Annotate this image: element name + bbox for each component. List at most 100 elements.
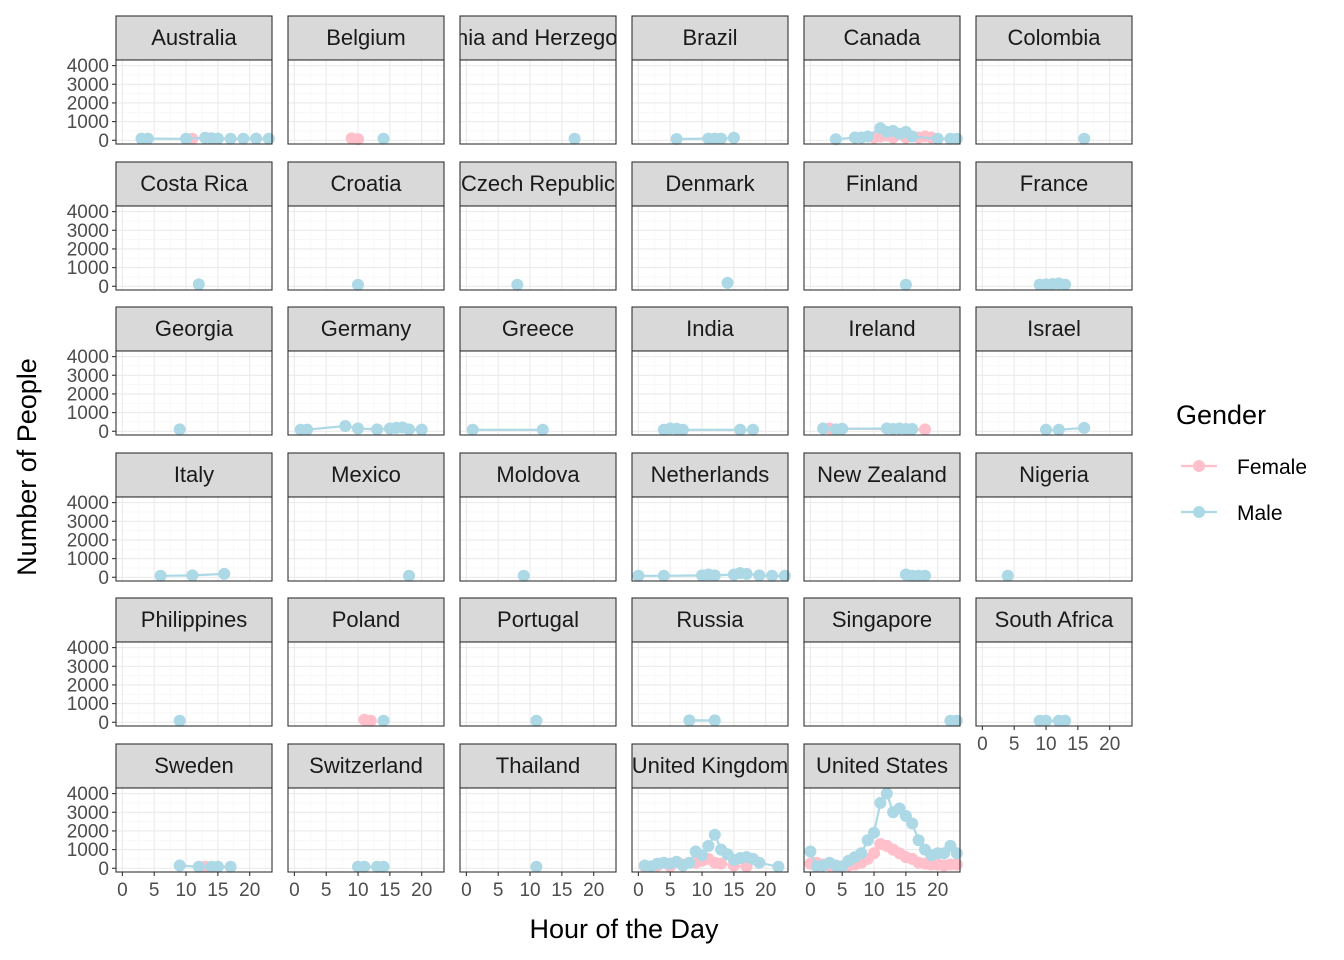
data-point bbox=[906, 817, 919, 830]
strip-label: Canada bbox=[843, 25, 921, 50]
strip-label: United Kingdom bbox=[632, 753, 789, 778]
x-tick-label: 20 bbox=[411, 880, 432, 901]
strip-label: Belgium bbox=[326, 25, 405, 50]
strip-label: Moldova bbox=[496, 462, 580, 487]
strip-background bbox=[975, 15, 1133, 61]
panel-border bbox=[115, 350, 273, 436]
strip-label: Australia bbox=[151, 25, 237, 50]
data-point bbox=[708, 569, 721, 582]
strip-background bbox=[631, 597, 789, 643]
data-point bbox=[511, 278, 524, 291]
data-point bbox=[721, 276, 734, 289]
strip-label: India bbox=[686, 316, 734, 341]
panel-border bbox=[287, 787, 445, 873]
y-tick-label: 1000 bbox=[67, 403, 109, 424]
panel-background bbox=[976, 60, 1132, 144]
strip-label: Switzerland bbox=[309, 753, 423, 778]
data-point bbox=[211, 860, 224, 873]
panel-grid bbox=[288, 60, 444, 144]
strip-background bbox=[975, 306, 1133, 352]
data-point bbox=[906, 130, 919, 143]
strip-background bbox=[631, 743, 789, 789]
panel-border bbox=[287, 496, 445, 582]
panel-border bbox=[803, 787, 961, 873]
series-male bbox=[517, 569, 530, 582]
y-tick-label: 1000 bbox=[67, 112, 109, 133]
strip-label: Greece bbox=[502, 316, 574, 341]
data-point bbox=[1059, 714, 1072, 727]
strip-background bbox=[115, 597, 273, 643]
series-male bbox=[899, 278, 912, 291]
series-male bbox=[1033, 714, 1072, 727]
panel-border bbox=[287, 350, 445, 436]
y-tick-label: 1000 bbox=[67, 258, 109, 279]
panel-grid bbox=[460, 60, 616, 144]
panel-czech-republic: Czech Republic bbox=[459, 161, 617, 291]
series-male bbox=[638, 828, 785, 873]
data-point bbox=[950, 847, 963, 860]
data-point bbox=[352, 133, 364, 146]
data-point bbox=[536, 423, 549, 436]
panel-grid bbox=[632, 206, 788, 290]
x-tick-label: 0 bbox=[289, 880, 300, 901]
data-point bbox=[899, 278, 912, 291]
panel-denmark: Denmark bbox=[631, 161, 789, 291]
y-tick-label: 4000 bbox=[67, 784, 109, 805]
data-point bbox=[192, 278, 205, 291]
series-male bbox=[632, 567, 791, 582]
panel-background bbox=[116, 788, 272, 872]
x-tick-label: 20 bbox=[755, 880, 776, 901]
series-female bbox=[345, 132, 364, 146]
data-point bbox=[1059, 278, 1072, 291]
strip-label: Denmark bbox=[665, 171, 755, 196]
y-tick-label: 1000 bbox=[67, 840, 109, 861]
x-tick-label: 5 bbox=[493, 880, 504, 901]
panel-border bbox=[975, 496, 1133, 582]
series-male bbox=[1033, 277, 1072, 291]
panel-brazil: Brazil bbox=[631, 15, 789, 145]
y-tick-label: 0 bbox=[98, 568, 109, 589]
strip-background bbox=[287, 743, 445, 789]
strip-background bbox=[459, 306, 617, 352]
y-tick-label: 0 bbox=[98, 277, 109, 298]
data-point bbox=[403, 569, 415, 582]
data-point bbox=[734, 423, 747, 436]
series-male bbox=[403, 569, 415, 582]
panel-border bbox=[803, 496, 961, 582]
data-point bbox=[683, 714, 696, 727]
series-male bbox=[466, 423, 549, 436]
panel-grid bbox=[288, 351, 444, 435]
data-point bbox=[358, 860, 371, 873]
panel-background bbox=[632, 497, 788, 581]
panel-grid bbox=[976, 642, 1132, 726]
data-point bbox=[192, 860, 205, 873]
panel-border bbox=[459, 59, 617, 145]
x-tick-label: 0 bbox=[977, 734, 988, 755]
x-axis: 0 5 10 15 20 bbox=[461, 872, 604, 901]
x-tick-label: 10 bbox=[691, 880, 712, 901]
data-point bbox=[530, 860, 543, 873]
x-tick-label: 0 bbox=[461, 880, 472, 901]
panel-netherlands: Netherlands bbox=[631, 452, 791, 582]
strip-label: Israel bbox=[1027, 316, 1081, 341]
data-point bbox=[670, 133, 683, 145]
data-point bbox=[141, 132, 154, 145]
panel-background bbox=[288, 642, 444, 726]
strip-label: Colombia bbox=[1008, 25, 1102, 50]
panel-border bbox=[975, 641, 1133, 727]
series-male bbox=[377, 714, 390, 727]
panel-grid bbox=[116, 788, 272, 872]
strip-label: Thailand bbox=[496, 753, 580, 778]
strip-label: Sweden bbox=[154, 753, 234, 778]
data-point bbox=[211, 132, 224, 145]
data-point bbox=[224, 132, 237, 145]
strip-label: Finland bbox=[846, 171, 918, 196]
strip-background bbox=[287, 452, 445, 498]
panel-border bbox=[459, 641, 617, 727]
panel-grid bbox=[804, 642, 960, 726]
panel-background bbox=[288, 60, 444, 144]
